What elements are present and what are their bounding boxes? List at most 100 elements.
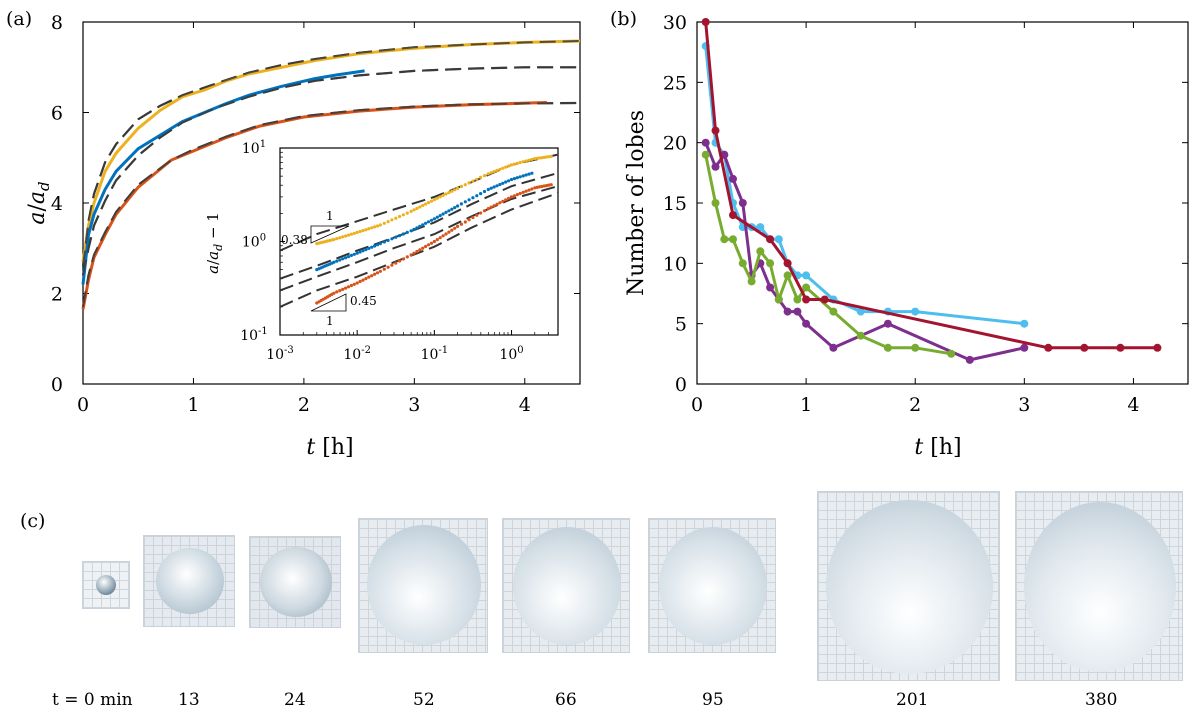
b-point-s3-8 (1080, 343, 1089, 352)
inset-point-s2 (535, 185, 539, 189)
inset-point-s0 (518, 160, 522, 165)
inset-point-s1 (435, 215, 439, 219)
inset-point-s0 (332, 237, 336, 242)
inset-point-s1 (346, 255, 351, 259)
inset-point-s1 (524, 173, 528, 177)
inset-point-s2 (498, 201, 502, 205)
inset-point-s1 (444, 210, 448, 214)
inset-point-s0 (346, 233, 351, 237)
inset-point-s1 (482, 189, 487, 194)
inset-point-s2 (405, 255, 409, 259)
inset-point-s0 (424, 202, 428, 206)
inset-point-s1 (515, 176, 519, 180)
inset-point-s1 (527, 172, 531, 176)
panel-label-b: (b) (610, 8, 637, 30)
b-point-s0-13 (856, 307, 865, 316)
inset-point-s0 (479, 175, 483, 179)
inset-point-s2 (409, 253, 413, 257)
inset-point-s2 (373, 272, 377, 276)
inset-point-s2 (501, 199, 505, 203)
inset-point-s2 (444, 232, 448, 236)
inset-point-s1 (338, 258, 342, 262)
inset-point-s1 (349, 253, 353, 257)
inset-point-s0 (429, 199, 434, 203)
inset-point-s0 (507, 164, 511, 168)
a-xtick-label-4: 4 (519, 394, 531, 416)
inset-point-s1 (421, 223, 425, 227)
inset-point-s2 (486, 207, 490, 211)
inset-point-s0 (401, 213, 405, 217)
inset-point-s0 (486, 172, 490, 176)
inset-point-s2 (398, 259, 402, 263)
b-xtick-label-2: 2 (909, 394, 921, 416)
inset-point-s1 (394, 235, 398, 239)
inset-point-s2 (382, 267, 386, 271)
b-point-s2-14 (883, 343, 892, 352)
inset-point-s2 (364, 277, 368, 281)
a-fit-overlay-2 (82, 102, 581, 308)
inset-point-s2 (401, 257, 405, 261)
a-series-line-2 (81, 101, 547, 310)
inset-point-s0 (524, 159, 528, 163)
b-point-s2-15 (911, 343, 920, 352)
inset-point-s2 (418, 248, 422, 252)
inset-point-s2 (386, 265, 390, 269)
a-ytick-label-3: 6 (51, 103, 63, 125)
a-ytick-label-0: 0 (51, 374, 63, 396)
inset-point-s0 (542, 155, 546, 159)
inset-point-s0 (352, 231, 356, 235)
b-xtick-label-0: 0 (691, 394, 703, 416)
b-series-line-3 (704, 21, 1158, 350)
b-point-s2-4 (738, 259, 747, 268)
inset-point-s2 (518, 191, 522, 196)
b-point-s1-9 (783, 307, 792, 316)
inset-point-s2 (512, 194, 517, 198)
b-point-s3-2 (729, 211, 737, 220)
inset-point-s0 (441, 193, 445, 197)
panel-label-c: (c) (20, 510, 45, 532)
inset-point-s1 (375, 243, 380, 247)
inset-point-s0 (535, 156, 539, 160)
inset-point-s1 (463, 200, 467, 204)
inset-point-s2 (394, 261, 398, 265)
inset-point-s1 (341, 257, 345, 261)
inset-point-s1 (447, 209, 451, 213)
inset-point-s1 (370, 245, 374, 249)
b-point-s3-4 (783, 259, 792, 268)
inset-point-s0 (530, 157, 534, 161)
inset-point-s2 (450, 228, 454, 232)
panel-b-plot: 0 1 2 3 4 0 5 10 15 20 25 30 t [h] Number of lobes (624, 12, 1189, 460)
inset-point-s2 (479, 211, 483, 215)
inset-point-s1 (441, 212, 445, 216)
panel-a-series (81, 39, 581, 310)
inset-point-s1 (358, 250, 362, 254)
inset-point-s2 (367, 275, 371, 279)
b-point-s1-7 (766, 283, 775, 292)
b-point-s2-16 (947, 349, 956, 358)
inset-point-s0 (489, 171, 493, 175)
inset-point-s1 (467, 198, 471, 202)
inset-point-s2 (421, 246, 425, 250)
inset-point-s1 (378, 242, 382, 246)
panel-a-xlabel: t [h] (306, 435, 353, 460)
inset-point-s0 (447, 191, 451, 195)
inset-point-s2 (438, 236, 442, 240)
inset-point-s1 (344, 256, 348, 260)
b-point-s2-7 (766, 259, 775, 268)
slope-triangle-lower (310, 293, 347, 312)
a-ytick-label-4: 8 (51, 12, 63, 34)
inset-point-s0 (390, 218, 394, 222)
inset-point-s0 (426, 201, 431, 205)
inset-point-s2 (547, 183, 551, 187)
inset-point-s1 (521, 174, 525, 178)
panel-b-frame (696, 21, 1189, 385)
slope-label-lower-run: 1 (326, 314, 334, 328)
inset-point-s0 (467, 181, 471, 185)
inset-point-s0 (456, 186, 460, 190)
inset-point-s1 (386, 238, 390, 242)
inset-point-s1 (489, 186, 493, 190)
b-ytick-label-1: 5 (675, 314, 687, 336)
inset-point-s0 (459, 184, 463, 189)
